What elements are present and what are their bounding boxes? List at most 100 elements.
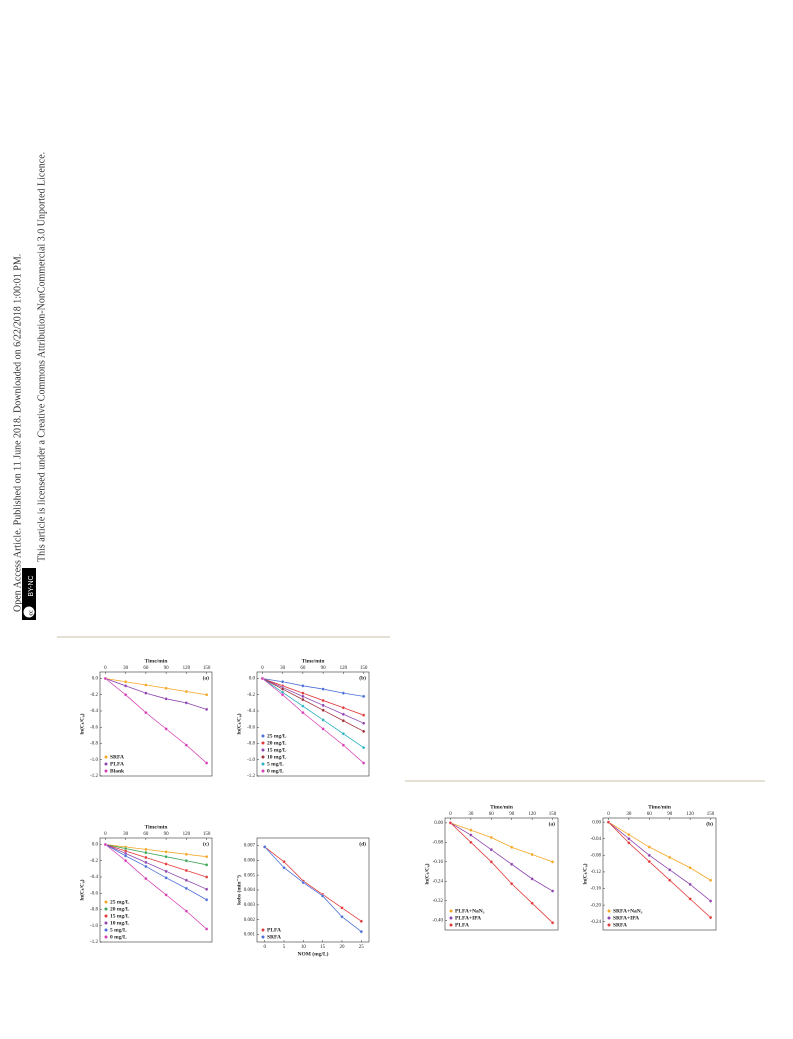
data-point (341, 712, 346, 716)
legend-marker (261, 762, 265, 766)
x-tick-label: 60 (489, 812, 495, 817)
series-line (608, 821, 711, 902)
data-point (469, 833, 473, 837)
x-tick-label: 90 (164, 666, 170, 671)
legend-marker (607, 923, 611, 927)
legend-marker (104, 928, 108, 932)
y-axis-label: ln(Cₜ/C₀) (581, 863, 588, 884)
data-point (708, 899, 713, 903)
series-line (450, 822, 553, 863)
y-tick-label: 0.0 (92, 677, 99, 682)
data-point (668, 855, 672, 860)
data-point (164, 855, 168, 859)
data-point (627, 832, 631, 837)
data-point (510, 882, 514, 886)
x-tick-label: 0 (261, 666, 264, 671)
data-point (688, 897, 692, 901)
data-point (321, 718, 325, 722)
x-axis-label: Time/min (648, 804, 671, 810)
legend-marker (104, 762, 108, 766)
data-point (204, 761, 209, 765)
chart: 0 30 60 90 120 150 Time/min 0.0 -0.2 -0.4 -0.6 -0.8… (78, 824, 213, 945)
data-point (282, 860, 286, 864)
data-point (144, 860, 148, 865)
legend-marker (607, 916, 611, 920)
data-point (361, 713, 366, 717)
data-point (688, 882, 692, 887)
x-tick-label: 150 (707, 812, 715, 817)
y-tick-label: -0.16 (591, 887, 602, 892)
chart: 0 30 60 90 120 150 Time/min 0.00 -0.04 -0.08 -0.12… (581, 804, 717, 931)
legend-marker (449, 909, 453, 913)
y-tick-label: -0.6 (90, 725, 98, 730)
data-point (144, 847, 148, 852)
data-point (301, 684, 305, 688)
y-tick-label: -1.0 (90, 758, 98, 763)
y-tick-label: -1.0 (247, 758, 255, 763)
series-line (105, 844, 207, 878)
data-point (184, 878, 189, 882)
data-point (550, 921, 555, 925)
x-tick-label: 30 (123, 832, 129, 837)
data-point (647, 859, 651, 864)
data-point (184, 743, 189, 747)
data-point (321, 708, 325, 712)
panel-label: (a) (549, 820, 556, 827)
series-line (262, 678, 364, 716)
x-axis-label: NOM (mg/L) (297, 950, 328, 957)
x-tick-label: 120 (686, 812, 694, 817)
data-point (184, 909, 189, 913)
badge-circle (22, 605, 36, 619)
y-axis-label: ln(Cₜ/C₀) (78, 879, 85, 900)
x-tick-label: 90 (164, 832, 170, 837)
y-tick-label: 0.006 (244, 858, 256, 863)
x-tick-label: 120 (528, 812, 536, 817)
data-point (321, 698, 325, 703)
x-tick-label: 20 (339, 945, 345, 950)
series-line (262, 678, 364, 732)
y-tick-label: -0.2 (90, 859, 98, 864)
data-point (530, 852, 534, 857)
data-point (260, 676, 265, 681)
y-tick-label: 0.0 (249, 677, 256, 682)
y-tick-label: -0.8 (247, 742, 255, 747)
badge-text: BY-NC (28, 575, 35, 596)
data-point (184, 859, 189, 863)
legend-marker (261, 748, 265, 752)
data-point (164, 697, 168, 701)
x-axis-label: Time/min (490, 804, 513, 810)
legend-label: SRFA (267, 934, 281, 940)
legend-label: 20 mg/L (110, 906, 130, 912)
data-point (204, 693, 209, 697)
panel-label: (b) (706, 820, 713, 827)
legend-label: SRFA+IPA (613, 915, 639, 921)
x-tick-label: 60 (143, 832, 149, 837)
y-tick-label: 0.004 (244, 888, 256, 893)
legend-marker (104, 921, 108, 925)
legend-label: SRFA+NaN₃ (613, 908, 643, 914)
series-line (105, 678, 207, 710)
x-tick-label: 30 (468, 812, 474, 817)
data-point (341, 732, 346, 736)
series-line (105, 844, 207, 866)
series-line (105, 844, 207, 930)
data-point (469, 840, 473, 844)
data-point (123, 859, 128, 863)
y-tick-label: -0.6 (90, 891, 98, 896)
data-point (184, 852, 189, 856)
x-tick-label: 10 (301, 945, 307, 950)
data-point (144, 876, 148, 881)
y-tick-label: -0.4 (90, 709, 98, 714)
panel-label: (c) (203, 840, 209, 847)
data-point (606, 820, 611, 824)
data-point (144, 855, 148, 860)
data-point (668, 868, 672, 872)
y-axis-label: kobs (min⁻¹) (235, 875, 242, 905)
legend-marker (104, 769, 108, 773)
series-line (105, 844, 207, 901)
legend-marker (449, 916, 453, 920)
panel-label: (d) (359, 840, 366, 847)
data-point (164, 876, 168, 880)
y-tick-label: -0.08 (591, 853, 602, 858)
data-point (361, 745, 366, 750)
